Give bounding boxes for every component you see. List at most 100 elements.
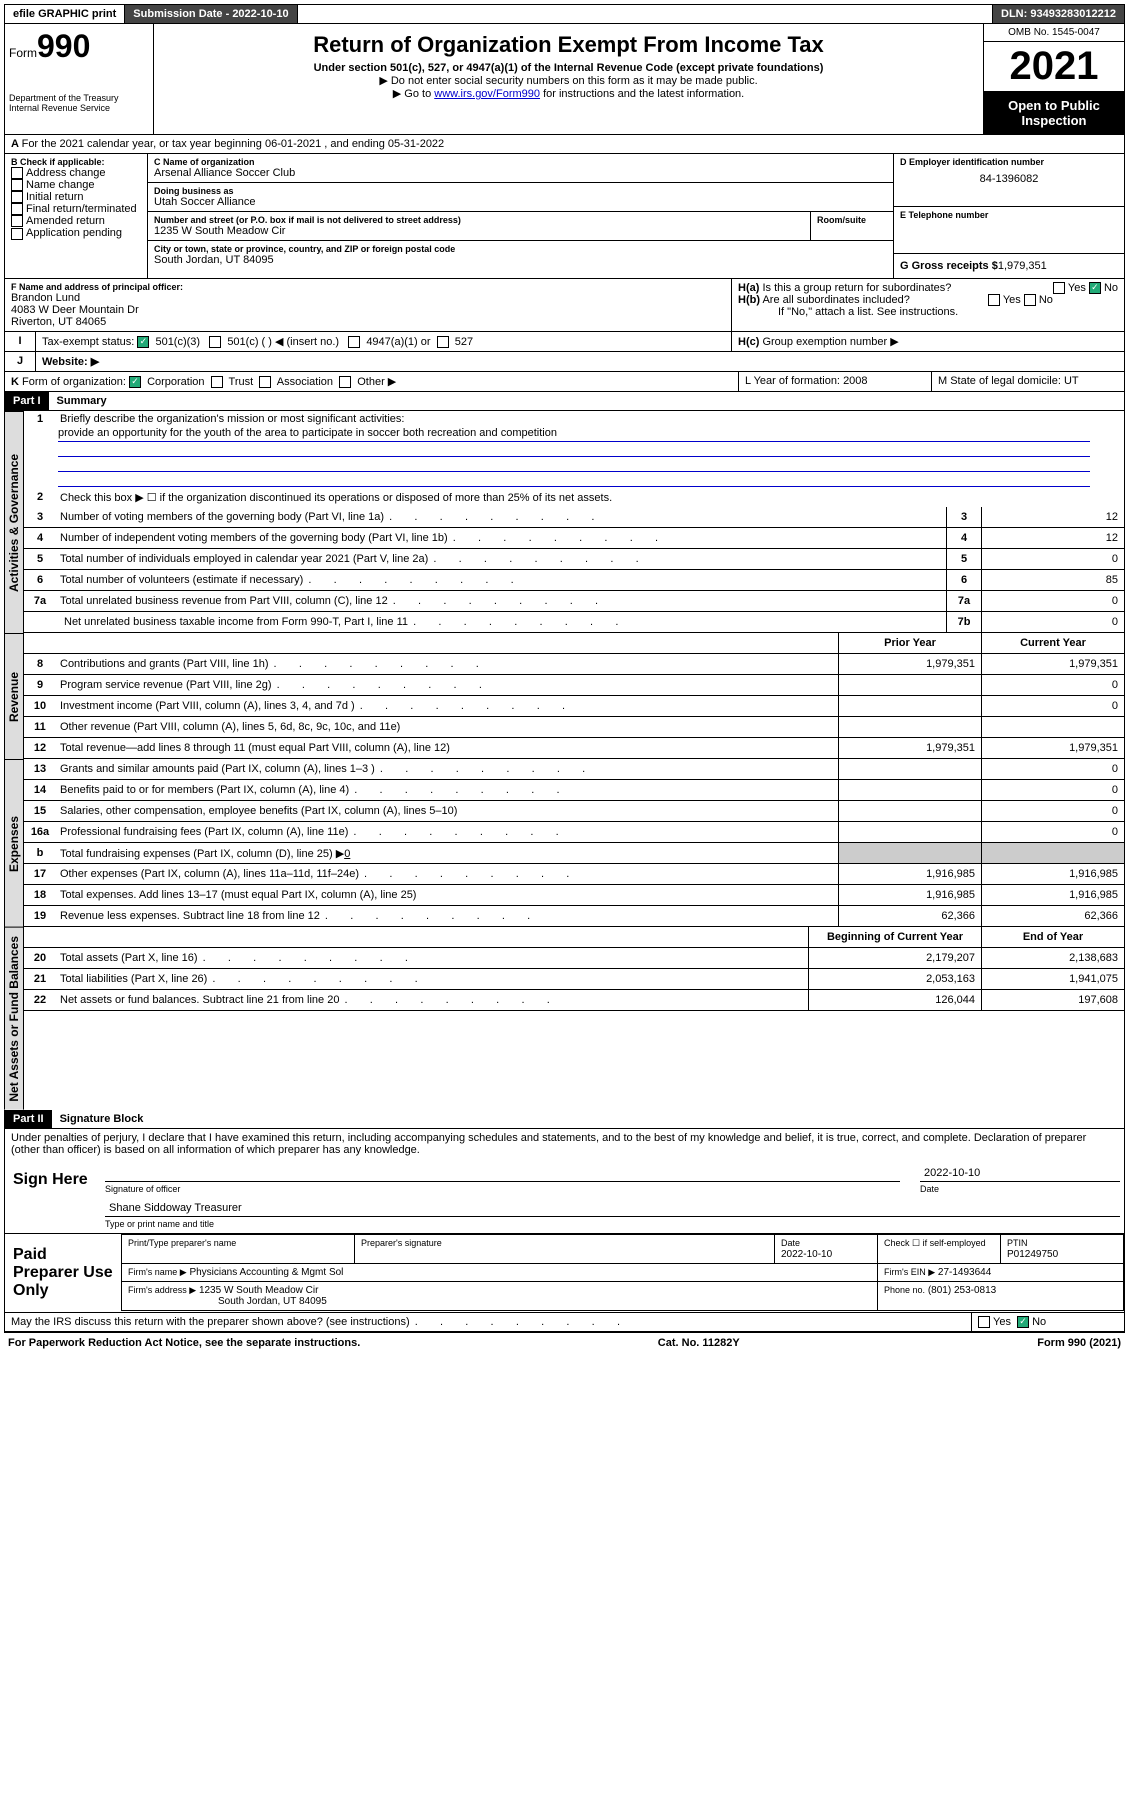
form-number: 990 <box>37 28 90 64</box>
ein: 84-1396082 <box>900 173 1118 185</box>
prior-17: 1,916,985 <box>838 864 981 884</box>
form-title: Return of Organization Exempt From Incom… <box>158 32 979 58</box>
prior-18: 1,916,985 <box>838 885 981 905</box>
chk-association[interactable] <box>259 376 271 388</box>
line-a: A For the 2021 calendar year, or tax yea… <box>4 135 1125 154</box>
chk-application-pending[interactable]: Application pending <box>11 227 141 239</box>
curr-15: 0 <box>981 801 1124 821</box>
curr-10: 0 <box>981 696 1124 716</box>
omb-number: OMB No. 1545-0047 <box>984 24 1124 42</box>
street-address: 1235 W South Meadow Cir <box>154 225 804 237</box>
dept-label: Department of the Treasury <box>9 93 149 103</box>
city-state-zip: South Jordan, UT 84095 <box>154 254 887 266</box>
eoy-21: 1,941,075 <box>981 969 1124 989</box>
curr-13: 0 <box>981 759 1124 779</box>
val-7b: 0 <box>981 612 1124 632</box>
tax-status-row: I Tax-exempt status: 501(c)(3) 501(c) ( … <box>4 332 1125 352</box>
prior-19: 62,366 <box>838 906 981 926</box>
curr-9: 0 <box>981 675 1124 695</box>
firm-name: Physicians Accounting & Mgmt Sol <box>189 1267 343 1278</box>
eoy-22: 197,608 <box>981 990 1124 1010</box>
chk-name-change[interactable]: Name change <box>11 179 141 191</box>
gross-receipts: 1,979,351 <box>998 260 1047 272</box>
form-header: Form990 Department of the Treasury Inter… <box>4 24 1125 135</box>
tax-year: 2021 <box>984 42 1124 92</box>
tab-revenue: Revenue <box>4 633 24 759</box>
val-5: 0 <box>981 549 1124 569</box>
chk-trust[interactable] <box>211 376 223 388</box>
state-domicile: UT <box>1064 375 1079 387</box>
fundraising-total: 0 <box>344 848 350 860</box>
pra-notice: For Paperwork Reduction Act Notice, see … <box>8 1337 360 1349</box>
boy-22: 126,044 <box>808 990 981 1010</box>
officer-block: F Name and address of principal officer:… <box>4 279 1125 332</box>
boy-20: 2,179,207 <box>808 948 981 968</box>
curr-8: 1,979,351 <box>981 654 1124 674</box>
eoy-20: 2,138,683 <box>981 948 1124 968</box>
prior-12: 1,979,351 <box>838 738 981 758</box>
curr-18: 1,916,985 <box>981 885 1124 905</box>
submission-date-button[interactable]: Submission Date - 2022-10-10 <box>125 5 297 23</box>
chk-4947[interactable] <box>348 336 360 348</box>
chk-final-return[interactable]: Final return/terminated <box>11 203 141 215</box>
val-3: 12 <box>981 507 1124 527</box>
activities-governance-section: Activities & Governance 1 Briefly descri… <box>4 411 1125 633</box>
boy-21: 2,053,163 <box>808 969 981 989</box>
curr-14: 0 <box>981 780 1124 800</box>
prep-date: 2022-10-10 <box>781 1249 832 1260</box>
form-ref: Form 990 (2021) <box>1037 1337 1121 1349</box>
paid-preparer-block: Paid Preparer Use Only Print/Type prepar… <box>4 1234 1125 1313</box>
form-word: Form <box>9 46 37 60</box>
sign-here-block: Sign Here Signature of officer 2022-10-1… <box>4 1159 1125 1234</box>
firm-phone: (801) 253-0813 <box>928 1285 996 1296</box>
val-6: 85 <box>981 570 1124 590</box>
subtitle-2: ▶ Do not enter social security numbers o… <box>158 74 979 87</box>
part2-header: Part II Signature Block <box>4 1110 1125 1129</box>
firm-addr2: South Jordan, UT 84095 <box>128 1296 327 1307</box>
chk-501c[interactable] <box>209 336 221 348</box>
officer-addr2: Riverton, UT 84065 <box>11 316 725 328</box>
penalty-statement: Under penalties of perjury, I declare th… <box>4 1129 1125 1159</box>
curr-19: 62,366 <box>981 906 1124 926</box>
dba-name: Utah Soccer Alliance <box>154 196 887 208</box>
page-footer: For Paperwork Reduction Act Notice, see … <box>4 1332 1125 1353</box>
irs-label: Internal Revenue Service <box>9 103 149 113</box>
part1-header: Part I Summary <box>4 392 1125 411</box>
officer-name-title: Shane Siddoway Treasurer <box>105 1200 1120 1217</box>
ptin: P01249750 <box>1007 1249 1058 1260</box>
curr-16a: 0 <box>981 822 1124 842</box>
spacer <box>298 5 993 23</box>
cat-no: Cat. No. 11282Y <box>658 1337 740 1349</box>
sign-here-label: Sign Here <box>5 1159 101 1233</box>
firm-addr1: 1235 W South Meadow Cir <box>199 1285 319 1296</box>
website-row: J Website: ▶ <box>4 352 1125 372</box>
curr-17: 1,916,985 <box>981 864 1124 884</box>
paid-preparer-label: Paid Preparer Use Only <box>5 1234 121 1312</box>
chk-corporation[interactable] <box>129 376 141 388</box>
tab-expenses: Expenses <box>4 759 24 927</box>
instructions-link[interactable]: www.irs.gov/Form990 <box>434 88 540 100</box>
year-formation: 2008 <box>843 375 867 387</box>
efile-label: efile GRAPHIC print <box>5 5 125 23</box>
org-name: Arsenal Alliance Soccer Club <box>154 167 887 179</box>
top-bar: efile GRAPHIC print Submission Date - 20… <box>4 4 1125 24</box>
form-of-org-row: K Form of organization: Corporation Trus… <box>4 372 1125 392</box>
officer-name: Brandon Lund <box>11 292 725 304</box>
curr-12: 1,979,351 <box>981 738 1124 758</box>
chk-address-change[interactable]: Address change <box>11 167 141 179</box>
net-assets-section: Net Assets or Fund Balances Beginning of… <box>4 927 1125 1110</box>
val-7a: 0 <box>981 591 1124 611</box>
dln-label: DLN: 93493283012212 <box>993 5 1124 23</box>
val-4: 12 <box>981 528 1124 548</box>
subtitle-1: Under section 501(c), 527, or 4947(a)(1)… <box>158 62 979 74</box>
chk-initial-return[interactable]: Initial return <box>11 191 141 203</box>
prior-8: 1,979,351 <box>838 654 981 674</box>
officer-addr1: 4083 W Deer Mountain Dr <box>11 304 725 316</box>
revenue-section: Revenue Prior YearCurrent Year 8Contribu… <box>4 633 1125 759</box>
firm-ein: 27-1493644 <box>938 1267 991 1278</box>
chk-527[interactable] <box>437 336 449 348</box>
subtitle-3: ▶ Go to www.irs.gov/Form990 for instruct… <box>158 87 979 100</box>
chk-amended-return[interactable]: Amended return <box>11 215 141 227</box>
chk-other[interactable] <box>339 376 351 388</box>
chk-501c3[interactable] <box>137 336 149 348</box>
